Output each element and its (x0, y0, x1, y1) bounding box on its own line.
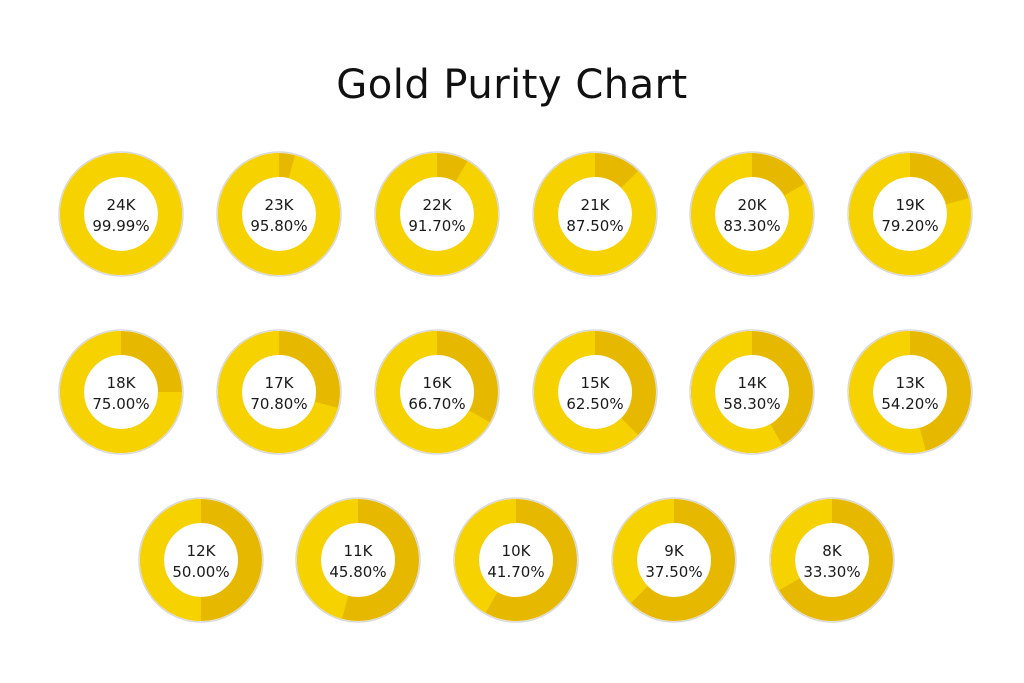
ring-purity-arc (376, 153, 498, 275)
purity-label: 75.00% (92, 395, 149, 413)
purity-label: 54.20% (881, 395, 938, 413)
karat-label: 23K (265, 196, 295, 214)
purity-label: 83.30% (723, 217, 780, 235)
ring-purity-arc (613, 499, 675, 604)
karat-label: 8K (822, 542, 843, 560)
karat-label: 17K (265, 374, 295, 392)
ring-purity-arc (297, 499, 359, 619)
chart-title: Gold Purity Chart (336, 62, 688, 108)
ring-purity-arc (691, 331, 783, 453)
karat-label: 14K (738, 374, 768, 392)
ring-purity-arc (691, 153, 813, 275)
purity-ring-24k: 24K 99.99% (58, 151, 184, 277)
karat-label: 21K (581, 196, 611, 214)
karat-label: 10K (502, 542, 532, 560)
purity-label: 50.00% (172, 563, 229, 581)
purity-ring-12k: 12K 50.00% (138, 497, 264, 623)
ring-purity-arc (140, 499, 202, 621)
purity-label: 58.30% (723, 395, 780, 413)
purity-ring-11k: 11K 45.80% (295, 497, 421, 623)
ring-purity-arc (218, 331, 338, 453)
purity-label: 33.30% (803, 563, 860, 581)
ring-purity-arc (849, 331, 926, 453)
karat-label: 18K (107, 374, 137, 392)
ring-purity-arc (849, 153, 971, 275)
ring-purity-arc (218, 153, 340, 275)
karat-label: 20K (738, 196, 768, 214)
karat-label: 15K (581, 374, 611, 392)
purity-label: 99.99% (92, 217, 149, 235)
ring-purity-arc (60, 153, 182, 275)
ring-purity-arc (455, 499, 517, 613)
purity-label: 62.50% (566, 395, 623, 413)
karat-label: 11K (344, 542, 374, 560)
purity-ring-14k: 14K 58.30% (689, 329, 815, 455)
karat-label: 16K (423, 374, 453, 392)
purity-label: 37.50% (645, 563, 702, 581)
ring-purity-arc (60, 331, 182, 453)
karat-label: 19K (896, 196, 926, 214)
ring-purity-arc (376, 331, 490, 453)
purity-ring-10k: 10K 41.70% (453, 497, 579, 623)
purity-ring-18k: 18K 75.00% (58, 329, 184, 455)
purity-ring-19k: 19K 79.20% (847, 151, 973, 277)
karat-label: 13K (896, 374, 926, 392)
karat-label: 9K (664, 542, 685, 560)
karat-label: 12K (187, 542, 217, 560)
purity-ring-9k: 9K 37.50% (611, 497, 737, 623)
ring-purity-arc (534, 331, 639, 453)
ring-purity-arc (534, 153, 656, 275)
purity-ring-21k: 21K 87.50% (532, 151, 658, 277)
purity-label: 45.80% (329, 563, 386, 581)
purity-label: 66.70% (408, 395, 465, 413)
karat-label: 22K (423, 196, 453, 214)
purity-label: 41.70% (487, 563, 544, 581)
purity-ring-8k: 8K 33.30% (769, 497, 895, 623)
purity-ring-22k: 22K 91.70% (374, 151, 500, 277)
purity-ring-17k: 17K 70.80% (216, 329, 342, 455)
purity-label: 70.80% (250, 395, 307, 413)
purity-ring-23k: 23K 95.80% (216, 151, 342, 277)
purity-ring-20k: 20K 83.30% (689, 151, 815, 277)
purity-label: 91.70% (408, 217, 465, 235)
purity-label: 79.20% (881, 217, 938, 235)
purity-ring-13k: 13K 54.20% (847, 329, 973, 455)
karat-label: 24K (107, 196, 137, 214)
purity-label: 95.80% (250, 217, 307, 235)
purity-ring-16k: 16K 66.70% (374, 329, 500, 455)
purity-ring-15k: 15K 62.50% (532, 329, 658, 455)
purity-label: 87.50% (566, 217, 623, 235)
ring-purity-arc (771, 499, 833, 591)
